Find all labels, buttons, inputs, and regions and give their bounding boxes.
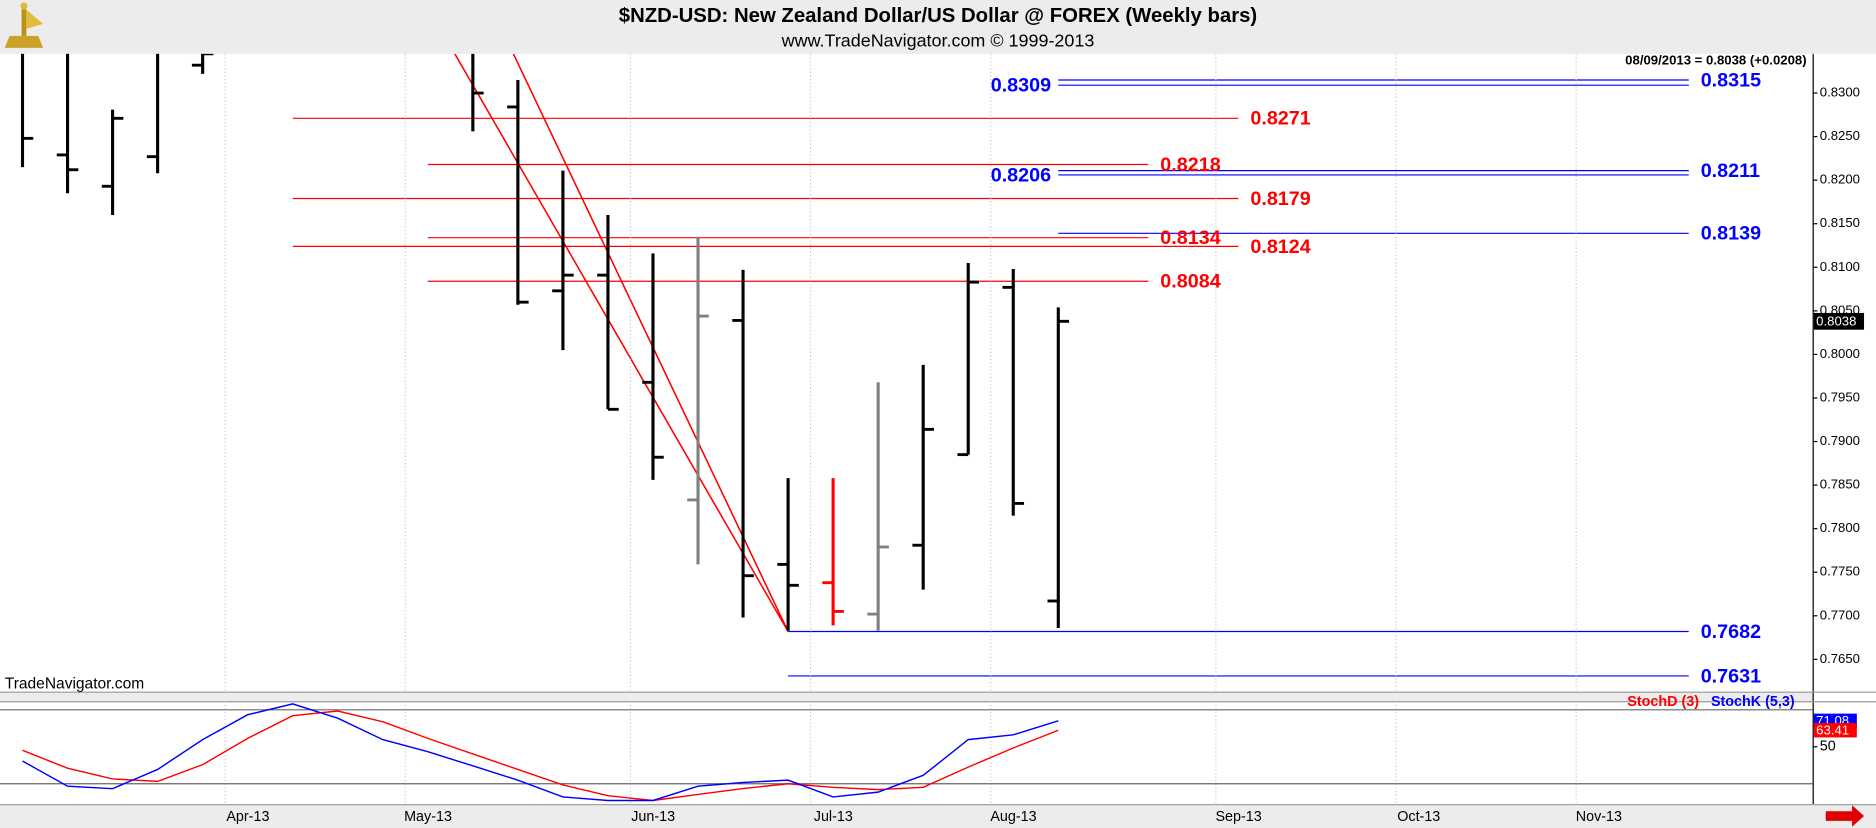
x-tick-label: Apr-13 <box>226 809 269 825</box>
y-tick-label: 0.7900 <box>1820 433 1860 448</box>
x-tick-label: Aug-13 <box>990 809 1036 825</box>
y-tick-label: 0.7950 <box>1820 389 1860 404</box>
stoch-line <box>22 703 1059 802</box>
x-tick-label: Oct-13 <box>1397 809 1440 825</box>
level-label: 0.8139 <box>1701 223 1761 245</box>
y-tick-label: 0.8250 <box>1820 128 1860 143</box>
overlay: 0.7650 0.7700 0.7750 0.7800 0.7850 0.7900 0.79… <box>226 69 1865 825</box>
y-tick-label: 0.8100 <box>1820 259 1860 274</box>
y-tick-label: 0.8150 <box>1820 215 1860 230</box>
price-panel <box>20 53 1689 692</box>
level-label: 0.8134 <box>1160 227 1220 249</box>
last-price-label: 0.8038 <box>1816 313 1856 328</box>
y-tick-label: 0.8200 <box>1820 172 1860 187</box>
level-label: 0.8271 <box>1250 108 1310 130</box>
level-label: 0.8179 <box>1250 188 1310 210</box>
y-tick-label: 0.7700 <box>1820 607 1860 622</box>
y-tick-label: 0.7800 <box>1820 520 1860 535</box>
level-label: 0.8211 <box>1701 160 1760 182</box>
y-tick-label: 0.7750 <box>1820 564 1860 579</box>
level-label: 0.8206 <box>991 164 1051 186</box>
last-value-tag <box>1813 723 1857 738</box>
level-label: 0.8124 <box>1250 236 1310 258</box>
y-tick-label: 0.7650 <box>1820 651 1860 666</box>
scroll-arrow[interactable] <box>1825 805 1865 827</box>
x-tick-label: May-13 <box>404 809 452 825</box>
last-price-tag <box>1813 312 1865 330</box>
y-tick-label: 0.8300 <box>1820 85 1860 100</box>
x-tick-label: Sep-13 <box>1215 809 1261 825</box>
level-label: 0.8309 <box>991 75 1051 97</box>
stoch-panel <box>0 701 1813 805</box>
y-tick-label: 0.8000 <box>1820 346 1860 361</box>
axis-strip <box>1812 53 1876 805</box>
last-value-label: 63.41 <box>1816 722 1849 737</box>
x-tick-label: Jul-13 <box>814 809 853 825</box>
watermark: TradeNavigator.com <box>5 676 144 693</box>
legend-entry: StochK (5,3) <box>1711 694 1795 710</box>
x-tick-label: Nov-13 <box>1576 809 1622 825</box>
logo <box>4 2 44 48</box>
level-label: 0.8218 <box>1160 154 1220 176</box>
x-tick-label: Jun-13 <box>631 809 675 825</box>
level-label: 0.7631 <box>1701 665 1761 687</box>
level-label: 0.7682 <box>1701 621 1761 643</box>
level-label: 0.8084 <box>1160 271 1220 293</box>
level-label: 0.8315 <box>1701 69 1761 91</box>
price-plot-area <box>0 53 1813 692</box>
stoch-plot-area <box>0 701 1813 805</box>
legend-entry: StochD (3) <box>1627 694 1699 710</box>
chart-subtitle: www.TradeNavigator.com © 1999-2013 <box>781 31 1095 51</box>
y-tick-label: 0.7850 <box>1820 477 1860 492</box>
chart-title: $NZD-USD: New Zealand Dollar/US Dollar @… <box>619 5 1257 27</box>
y-tick-label: 50 <box>1820 739 1836 755</box>
trendline <box>454 53 789 632</box>
price-header: 08/09/2013 = 0.8038 (+0.0208) <box>1625 52 1806 67</box>
